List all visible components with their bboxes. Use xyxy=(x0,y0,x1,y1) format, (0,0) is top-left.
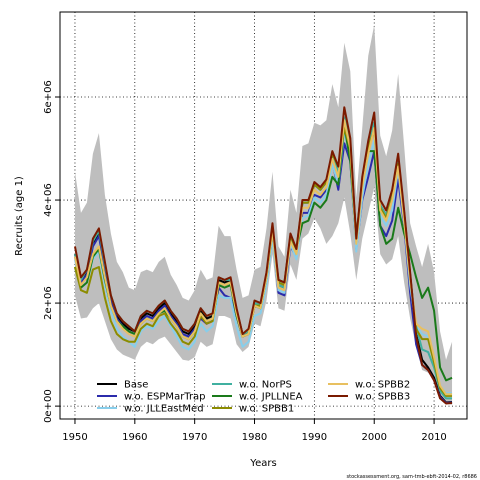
x-axis-label: Years xyxy=(249,458,276,469)
x-tick-label: 1990 xyxy=(302,432,327,443)
y-axis: 0e+00 2e+06 4e+06 6e+06 xyxy=(43,80,60,423)
legend-label: w.o. ESPMarTrap xyxy=(124,392,206,403)
y-tick-label: 0e+00 xyxy=(43,389,54,423)
y-tick-label: 6e+06 xyxy=(43,80,54,114)
legend-label: w.o. JPLLNEA xyxy=(239,392,303,403)
confidence-band-area xyxy=(74,24,453,405)
legend-label: w.o. JLLEastMed xyxy=(124,404,204,415)
y-tick-label: 4e+06 xyxy=(43,183,54,217)
x-tick-label: 2000 xyxy=(362,432,387,443)
footer-note: stockassessment.org, sam-tmb-ebft-2014-0… xyxy=(347,474,477,480)
series-lines xyxy=(73,106,453,405)
plot-frame xyxy=(59,11,468,420)
x-tick-label: 2010 xyxy=(421,432,446,443)
legend-label: w.o. NorPS xyxy=(239,380,292,391)
x-axis: 1950 1960 1970 1980 1990 2000 2010 xyxy=(62,419,447,443)
x-tick-label: 1980 xyxy=(242,432,267,443)
series-line xyxy=(73,106,453,405)
legend-label: w.o. SPBB3 xyxy=(355,392,410,403)
confidence-band xyxy=(74,24,453,405)
legend-label: Base xyxy=(124,380,148,391)
legend-label: w.o. SPBB2 xyxy=(355,380,410,391)
x-tick-label: 1970 xyxy=(182,432,207,443)
y-axis-label: Recruits (age 1) xyxy=(14,176,25,256)
series-line xyxy=(73,129,453,395)
x-tick-label: 1950 xyxy=(62,432,87,443)
legend-label: w.o. SPBB1 xyxy=(239,404,294,415)
y-tick-label: 2e+06 xyxy=(43,286,54,320)
x-tick-label: 1960 xyxy=(122,432,147,443)
